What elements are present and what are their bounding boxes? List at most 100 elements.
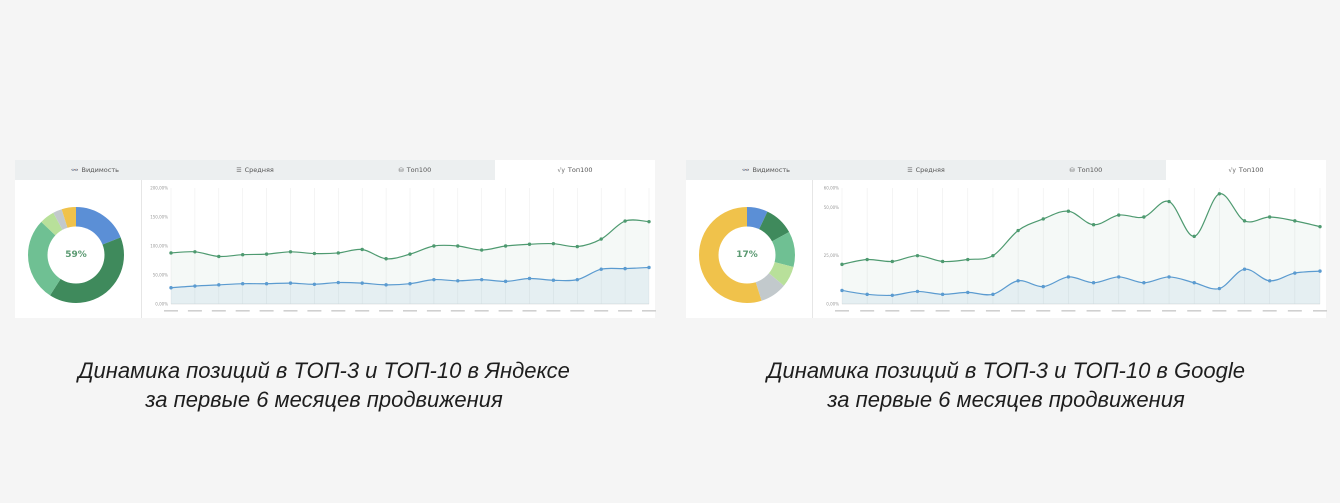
data-point bbox=[1117, 275, 1121, 279]
tab-visibility[interactable]: 👓 Видимость bbox=[15, 160, 175, 180]
data-point bbox=[647, 219, 651, 224]
caption-line: за первые 6 месяцев продвижения bbox=[827, 387, 1185, 412]
data-point bbox=[1293, 271, 1297, 275]
x-tick-label bbox=[860, 310, 875, 312]
y-tick-label: 50,00% bbox=[153, 273, 168, 278]
caption-line: за первые 6 месяцев продвижения bbox=[145, 387, 503, 412]
data-point bbox=[991, 292, 995, 297]
data-point bbox=[1091, 281, 1096, 285]
tab-top100[interactable]: ⛁ Топ100 bbox=[1006, 160, 1166, 180]
x-tick-label bbox=[403, 310, 417, 312]
tab-visibility[interactable]: 👓 Видимость bbox=[686, 160, 846, 180]
x-tick-label bbox=[187, 310, 202, 312]
data-point bbox=[1142, 281, 1146, 285]
average-icon: ☰ bbox=[907, 166, 913, 174]
tab-top100-chart[interactable]: √y Топ100 bbox=[1166, 160, 1326, 180]
x-tick-label bbox=[1212, 310, 1227, 312]
data-point bbox=[1041, 217, 1045, 221]
donut-hole bbox=[47, 226, 105, 284]
data-point bbox=[503, 279, 508, 284]
x-tick-label bbox=[450, 310, 465, 312]
donut-slice bbox=[699, 207, 795, 303]
x-tick-label bbox=[307, 310, 322, 312]
y-tick-label: 150,00% bbox=[150, 215, 168, 220]
y-tick-label: 60,00% bbox=[824, 186, 839, 191]
data-point bbox=[336, 251, 340, 255]
x-tick-label bbox=[164, 310, 178, 312]
data-point bbox=[551, 241, 556, 246]
tab-average[interactable]: ☰ Средняя bbox=[175, 160, 335, 180]
data-point bbox=[1217, 286, 1222, 291]
x-tick-label bbox=[594, 310, 609, 312]
line-chart: 0,00% 50,00% 100,00% 150,00% 200,00% bbox=[143, 182, 656, 318]
data-point bbox=[408, 282, 412, 286]
series-area bbox=[171, 267, 649, 304]
donut-slice bbox=[28, 207, 124, 303]
data-point bbox=[940, 292, 945, 297]
data-point bbox=[890, 293, 895, 297]
data-point bbox=[623, 219, 627, 223]
data-point bbox=[599, 267, 603, 271]
data-point bbox=[599, 237, 603, 241]
data-point bbox=[966, 290, 970, 295]
tab-label: Видимость bbox=[81, 166, 119, 174]
donut-slice bbox=[28, 207, 124, 303]
data-point bbox=[217, 283, 221, 287]
x-tick-label bbox=[546, 310, 561, 312]
data-point bbox=[408, 252, 412, 256]
tab-average[interactable]: ☰ Средняя bbox=[846, 160, 1006, 180]
x-tick-label bbox=[960, 310, 975, 312]
top100-icon: ⛁ bbox=[398, 166, 404, 174]
data-point bbox=[360, 281, 364, 285]
x-tick-label bbox=[1111, 310, 1126, 312]
data-point bbox=[336, 280, 340, 285]
data-point bbox=[1267, 279, 1272, 283]
data-point bbox=[456, 244, 460, 248]
tab-label: Средняя bbox=[915, 166, 945, 174]
data-point bbox=[169, 251, 173, 255]
donut-slice bbox=[699, 207, 795, 303]
data-point bbox=[1318, 224, 1322, 229]
yandex-chart-panel: 👓 Видимость ☰ Средняя ⛁ Топ100 √y Топ100… bbox=[15, 160, 656, 318]
line-chart: 0,00% 25,00% 50,00% 60,00% bbox=[814, 182, 1327, 318]
chart-tabs: 👓 Видимость ☰ Средняя ⛁ Топ100 √y Топ100 bbox=[686, 160, 1326, 180]
y-tick-label: 0,00% bbox=[826, 302, 839, 307]
data-point bbox=[1192, 281, 1196, 285]
x-tick-label bbox=[935, 310, 950, 312]
data-point bbox=[217, 254, 221, 259]
x-tick-label bbox=[1011, 310, 1026, 312]
data-point bbox=[503, 244, 508, 248]
data-point bbox=[840, 288, 844, 293]
data-point bbox=[1066, 209, 1071, 213]
data-point bbox=[1242, 267, 1247, 271]
tab-top100[interactable]: ⛁ Топ100 bbox=[335, 160, 495, 180]
data-point bbox=[1167, 199, 1171, 204]
data-point bbox=[1041, 284, 1045, 289]
data-point bbox=[915, 289, 920, 294]
data-point bbox=[1293, 219, 1297, 223]
data-point bbox=[527, 276, 532, 281]
data-point bbox=[551, 278, 556, 282]
series-area bbox=[842, 269, 1320, 304]
donut-chart: 59% bbox=[21, 200, 131, 310]
tab-label: Топ100 bbox=[1238, 166, 1264, 174]
x-tick-label bbox=[498, 310, 513, 312]
y-tick-label: 50,00% bbox=[824, 205, 839, 210]
data-point bbox=[193, 284, 197, 288]
tab-label: Топ100 bbox=[567, 166, 593, 174]
x-tick-label bbox=[570, 310, 585, 312]
tab-top100-chart[interactable]: √y Топ100 bbox=[495, 160, 655, 180]
x-tick-label bbox=[1162, 310, 1177, 312]
data-point bbox=[1318, 269, 1322, 273]
data-point bbox=[1242, 219, 1247, 223]
visibility-icon: 👓 bbox=[71, 166, 79, 174]
x-tick-label bbox=[1287, 310, 1302, 312]
data-point bbox=[1091, 223, 1096, 227]
series-area bbox=[842, 193, 1320, 304]
x-tick-label bbox=[211, 310, 226, 312]
y-tick-label: 200,00% bbox=[150, 186, 168, 191]
x-tick-label bbox=[1313, 310, 1327, 312]
data-point bbox=[575, 244, 579, 249]
donut-slice bbox=[28, 207, 124, 303]
x-tick-label bbox=[1237, 310, 1252, 312]
